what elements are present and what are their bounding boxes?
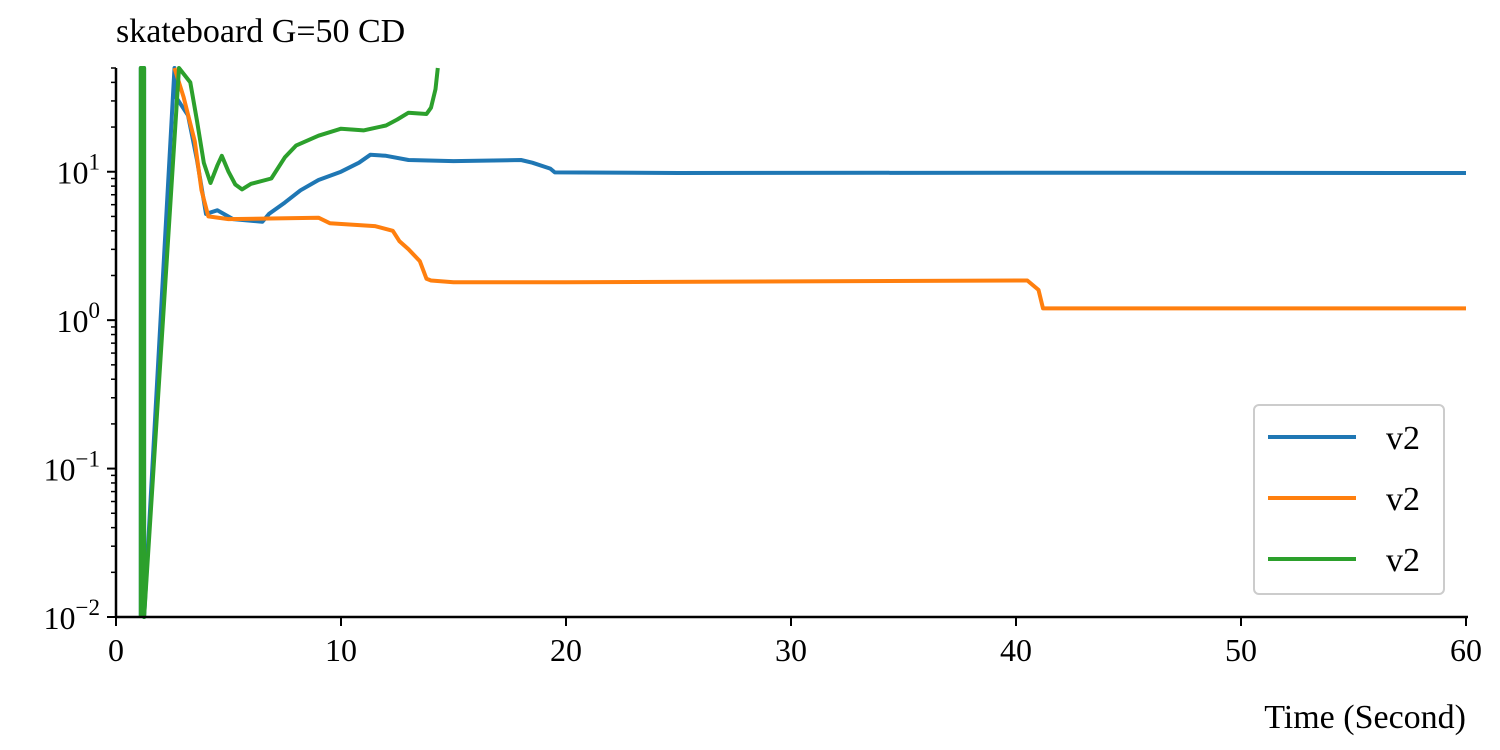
- x-tick-label: 40: [1000, 632, 1032, 668]
- legend-label: v2: [1386, 481, 1420, 518]
- x-tick-label: 0: [108, 632, 124, 668]
- legend: v2 v2 v2: [1253, 404, 1445, 595]
- legend-label: v2: [1386, 542, 1420, 579]
- series-line-3: [138, 66, 440, 619]
- series-line-1: [138, 66, 1467, 619]
- y-tick-label: 101: [57, 150, 101, 191]
- chart-title: skateboard G=50 CD: [116, 13, 405, 50]
- x-tick-label: 30: [775, 632, 807, 668]
- y-tick-label: 10−2: [44, 595, 100, 636]
- legend-label: v2: [1386, 420, 1420, 457]
- x-tick-label: 60: [1450, 632, 1482, 668]
- x-axis-label: Time (Second): [1264, 699, 1466, 736]
- series-line-2: [172, 67, 1466, 311]
- y-tick-label: 10−1: [44, 447, 100, 488]
- x-tick-label: 20: [550, 632, 582, 668]
- series-layer: [138, 66, 1467, 619]
- axis-layer: 0 10 20 30 40 50 60 10−2 10−1 100 101: [44, 67, 1482, 668]
- x-tick-label: 10: [325, 632, 357, 668]
- y-tick-label: 100: [57, 298, 101, 339]
- x-tick-label: 50: [1225, 632, 1257, 668]
